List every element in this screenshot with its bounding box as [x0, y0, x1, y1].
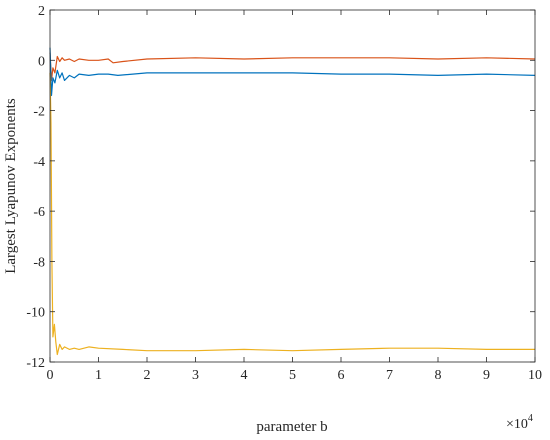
y-tick-label: -2 [33, 105, 45, 120]
y-tick-label: -6 [33, 205, 45, 220]
x-tick-label: 4 [241, 368, 248, 383]
x-tick-label: 6 [338, 368, 345, 383]
y-tick-label: -4 [33, 155, 45, 170]
y-tick-label: -10 [26, 306, 45, 321]
y-axis-ticks: 2 0 -2 -4 -6 -8 -10 -12 [26, 4, 535, 371]
x-exponent-base: ×10 [506, 417, 528, 432]
x-exponent-power: 4 [528, 413, 533, 424]
plot-background [50, 10, 535, 362]
x-tick-label: 0 [47, 368, 54, 383]
series-line-2 [49, 47, 536, 97]
series-lines [49, 47, 536, 356]
y-tick-label: 2 [38, 4, 45, 19]
x-tick-label: 3 [192, 368, 199, 383]
x-tick-label: 10 [528, 368, 542, 383]
y-tick-label: -12 [26, 356, 45, 371]
x-tick-label: 7 [386, 368, 393, 383]
x-tick-label: 8 [435, 368, 442, 383]
x-tick-label: 1 [95, 368, 102, 383]
x-tick-label: 9 [483, 368, 490, 383]
x-tick-label: 2 [144, 368, 151, 383]
y-tick-label: -8 [33, 255, 45, 270]
x-tick-label: 5 [289, 368, 296, 383]
y-tick-label: 0 [38, 54, 45, 69]
series-line-3 [49, 72, 535, 356]
y-axis-label: Largest Lyapunov Exponents [3, 98, 19, 274]
x-axis-ticks: 0 1 2 3 4 5 6 7 8 9 10 [47, 10, 542, 383]
x-axis-label: parameter b [256, 419, 327, 435]
x-exponent-label: ×104 [506, 413, 533, 432]
series-line-1 [49, 52, 536, 82]
